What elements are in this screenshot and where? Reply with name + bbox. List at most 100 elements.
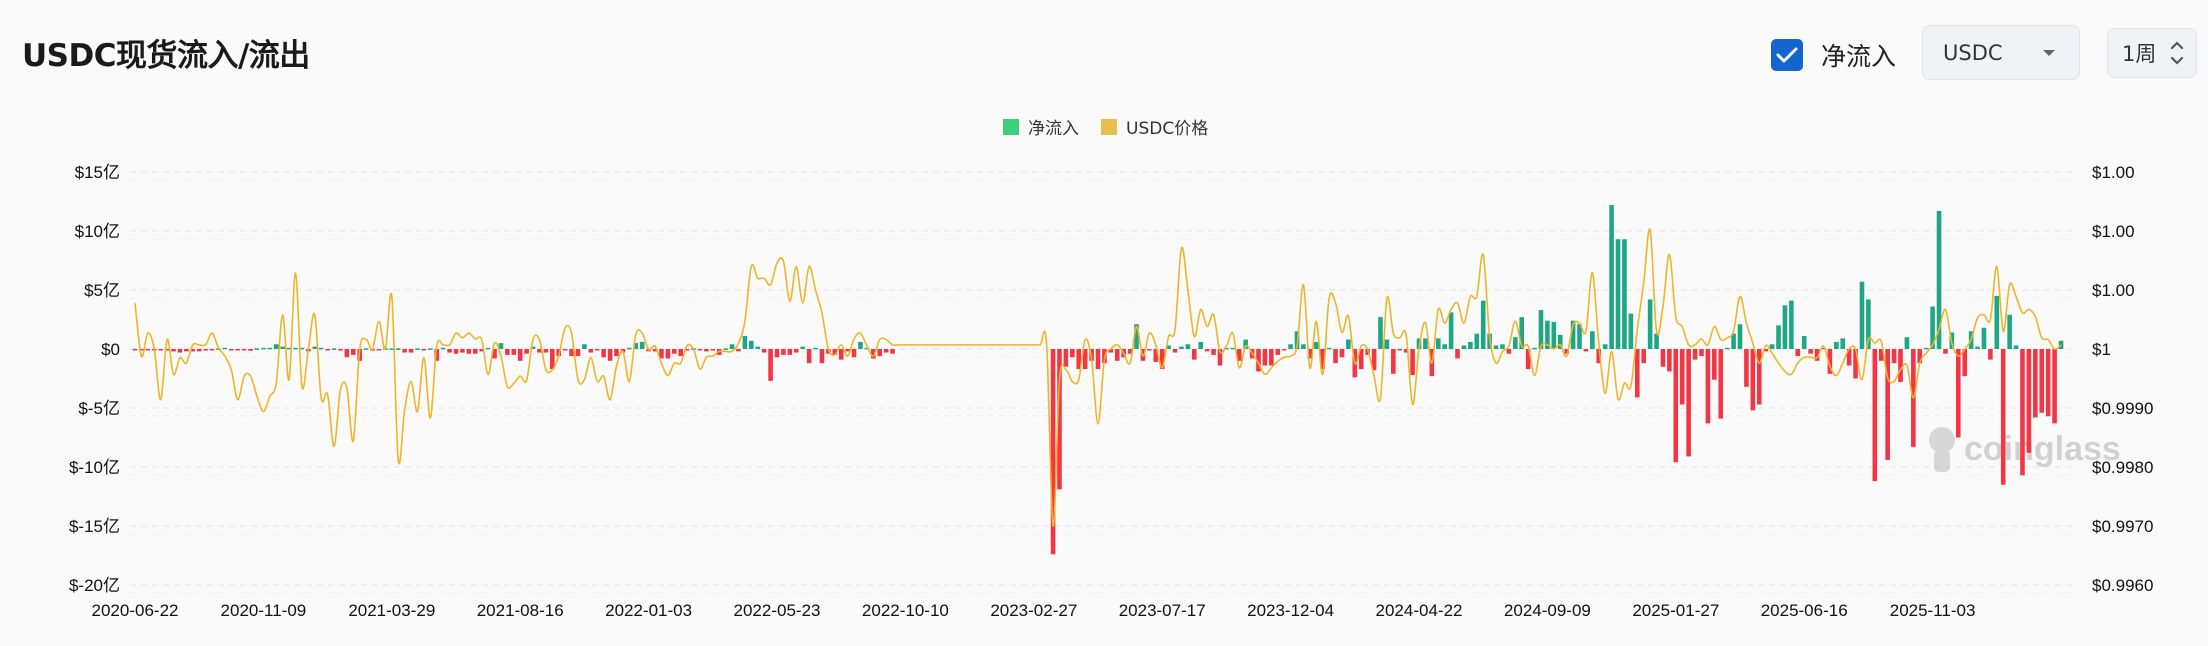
outflow-bar xyxy=(229,349,234,351)
outflow-bar xyxy=(1898,349,1903,383)
outflow-bar xyxy=(1095,349,1101,370)
legend-item-price[interactable]: USDC价格 xyxy=(1101,114,1208,139)
outflow-bar xyxy=(350,349,356,355)
inflow-bar xyxy=(1500,344,1505,349)
inflow-bar xyxy=(1654,333,1659,349)
outflow-bar xyxy=(2052,349,2057,424)
inflow-bar xyxy=(1834,341,1839,349)
inflow-bar xyxy=(389,348,395,350)
outflow-bar xyxy=(203,349,208,351)
outflow-bar xyxy=(588,349,594,353)
outflow-bar xyxy=(736,349,741,352)
inflow-bar xyxy=(1224,347,1229,350)
inflow-bar xyxy=(1577,324,1582,349)
outflow-bar xyxy=(1082,349,1088,370)
inflow-bar xyxy=(1859,281,1865,349)
inflow-bar xyxy=(299,347,305,350)
inflow-bar xyxy=(1493,345,1499,349)
inflow-bar xyxy=(1480,300,1486,349)
outflow-bar xyxy=(1878,349,1884,361)
inflow-bar xyxy=(749,340,754,349)
inflow-bar xyxy=(1936,210,1942,349)
outflow-bar xyxy=(569,349,574,357)
outflow-bar xyxy=(1076,349,1082,370)
y-right-tick-label: $1.00 xyxy=(2092,281,2135,300)
outflow-bar xyxy=(1410,349,1415,375)
outflow-bar xyxy=(158,349,163,351)
outflow-bar xyxy=(768,349,773,381)
outflow-bar xyxy=(671,349,677,354)
outflow-bar xyxy=(793,349,799,353)
outflow-bar xyxy=(145,349,151,351)
inflow-bar xyxy=(1179,346,1184,349)
inflow-bar xyxy=(1615,239,1621,349)
caret-down-icon xyxy=(2043,50,2055,56)
outflow-bar xyxy=(697,349,703,351)
inflow-bar xyxy=(1532,347,1537,350)
outflow-bar xyxy=(601,349,606,358)
inflow-bar xyxy=(1435,338,1441,349)
outflow-bar xyxy=(511,349,517,355)
inflow-bar xyxy=(582,344,587,349)
x-tick-label: 2020-11-09 xyxy=(221,601,307,620)
outflow-bar xyxy=(344,349,350,358)
outflow-bar xyxy=(1256,349,1261,372)
outflow-bar xyxy=(2033,349,2038,418)
outflow-bar xyxy=(460,349,465,353)
inflow-bar xyxy=(1243,339,1248,349)
outflow-bar xyxy=(1679,349,1685,405)
inflow-bar xyxy=(1313,341,1319,349)
outflow-bar xyxy=(1891,349,1897,364)
watermark: coinglass xyxy=(1929,427,2121,472)
coin-select[interactable]: USDC xyxy=(1922,25,2080,80)
outflow-bar xyxy=(704,349,709,352)
outflow-bar xyxy=(1699,349,1704,357)
outflow-bar xyxy=(845,349,850,352)
x-tick-label: 2025-06-16 xyxy=(1761,601,1848,620)
outflow-bar xyxy=(1660,349,1666,367)
outflow-bar xyxy=(607,349,613,361)
inflow-bar xyxy=(1384,339,1390,349)
legend-item-net-inflow[interactable]: 净流入 xyxy=(1003,114,1079,139)
inflow-bar xyxy=(858,341,863,349)
net-inflow-toggle[interactable]: 净流入 xyxy=(1771,37,1896,73)
inflow-bar xyxy=(293,347,298,350)
outflow-bar xyxy=(421,349,427,351)
x-tick-label: 2021-03-29 xyxy=(348,601,435,620)
inflow-bar xyxy=(1538,310,1544,349)
inflow-bar xyxy=(2007,314,2012,349)
inflow-bar xyxy=(1378,317,1383,349)
price-line-group xyxy=(134,228,2062,527)
inflow-bar xyxy=(222,347,228,350)
outflow-bar xyxy=(877,349,883,357)
outflow-bar xyxy=(761,349,767,353)
inflow-bar xyxy=(729,344,735,349)
period-select[interactable]: 1周 xyxy=(2107,28,2197,78)
y-right-tick-label: $1.00 xyxy=(2092,163,2135,182)
outflow-bar xyxy=(2020,349,2025,476)
outflow-bar xyxy=(2039,349,2045,413)
outflow-bar xyxy=(1172,349,1178,353)
outflow-bar xyxy=(466,349,472,354)
outflow-bar xyxy=(1686,349,1691,457)
inflow-bar xyxy=(1923,347,1929,350)
outflow-bar xyxy=(1917,349,1923,364)
outflow-bar xyxy=(684,349,690,351)
inflow-bar xyxy=(1416,338,1422,349)
inflow-bar xyxy=(1994,295,2000,349)
inflow-bar xyxy=(1423,338,1428,349)
y-left-tick-label: $-15亿 xyxy=(69,517,120,536)
inflow-bar xyxy=(1468,341,1473,349)
x-tick-label: 2024-04-22 xyxy=(1376,601,1463,620)
outflow-bar xyxy=(1962,349,1967,377)
outflow-bar xyxy=(1391,349,1396,374)
checkbox-checked-icon[interactable] xyxy=(1771,39,1803,71)
outflow-bar xyxy=(1872,349,1878,482)
outflow-bar xyxy=(1307,349,1313,359)
y-left-tick-label: $-5亿 xyxy=(78,399,120,418)
inflow-bar xyxy=(1448,312,1454,349)
outflow-bar xyxy=(1853,349,1858,379)
outflow-bar xyxy=(2026,349,2032,453)
inflow-bar xyxy=(1166,345,1171,349)
inflow-bar xyxy=(800,346,805,349)
